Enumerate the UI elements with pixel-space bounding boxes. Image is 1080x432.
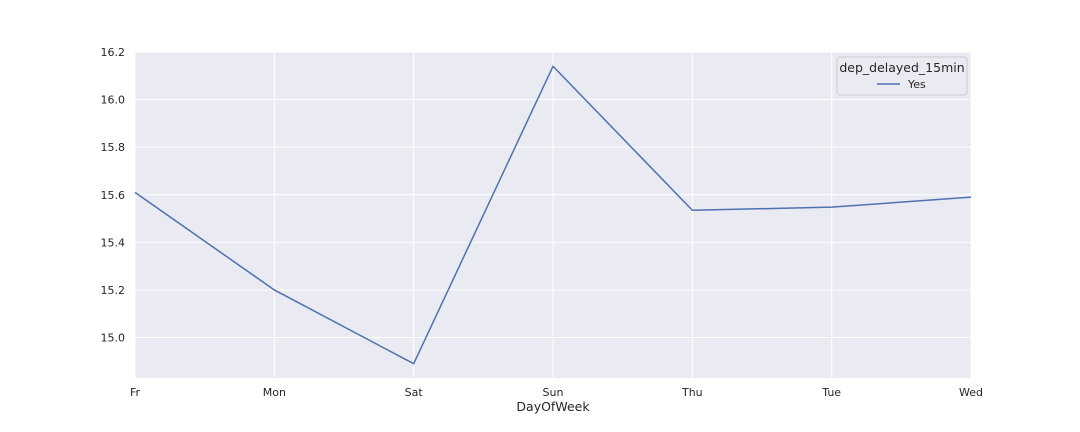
legend-label-yes: Yes: [907, 78, 926, 91]
x-tick-label: Sat: [405, 386, 424, 399]
legend-box: [836, 56, 968, 96]
y-tick-label: 16.2: [101, 46, 126, 59]
legend: dep_delayed_15min Yes: [836, 56, 968, 96]
y-tick-label: 15.0: [101, 332, 126, 345]
x-tick-label: Mon: [263, 386, 286, 399]
y-tick-label: 15.6: [101, 189, 126, 202]
legend-title: dep_delayed_15min: [839, 60, 964, 75]
x-tick-label: Fr: [130, 386, 141, 399]
series-layer: [134, 65, 972, 365]
x-tick-label: Wed: [959, 386, 983, 399]
y-tick-label: 16.0: [101, 94, 126, 107]
y-tick-label: 15.2: [101, 284, 126, 297]
x-axis-ticks: Fr Mon Sat Sun Thu Tue Wed: [130, 386, 983, 399]
y-tick-label: 15.4: [101, 236, 126, 249]
x-tick-label: Thu: [681, 386, 703, 399]
gridlines: [134, 51, 972, 378]
y-tick-label: 15.8: [101, 141, 126, 154]
x-axis-title: DayOfWeek: [516, 399, 590, 414]
x-tick-label: Sun: [543, 386, 564, 399]
y-axis-ticks: 15.0 15.2 15.4 15.6 15.8 16.0 16.2: [101, 46, 126, 345]
x-tick-label: Tue: [821, 386, 841, 399]
